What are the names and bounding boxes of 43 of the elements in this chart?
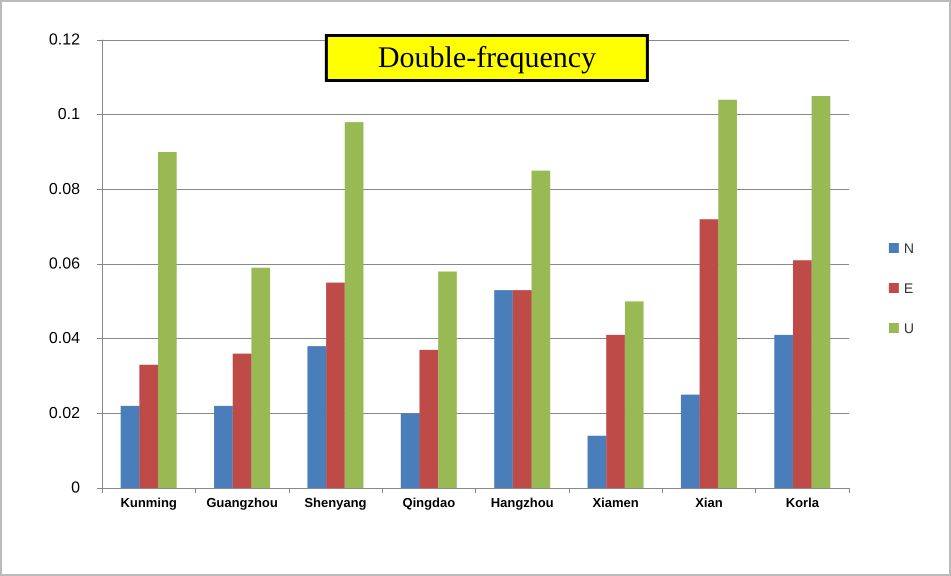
bar — [419, 350, 438, 488]
bar — [700, 219, 718, 488]
bar — [232, 354, 252, 488]
bar — [400, 413, 420, 488]
bar — [588, 436, 606, 488]
bar — [214, 406, 233, 488]
title-box: Double-frequency — [324, 34, 650, 82]
bar — [624, 301, 644, 488]
y-tick-label: 0.04 — [48, 330, 80, 348]
bar — [307, 346, 326, 488]
bar — [251, 268, 270, 488]
y-tick-label: 0 — [71, 480, 80, 496]
y-tick-label: 0.06 — [48, 256, 80, 272]
x-tick-label: Korla — [786, 495, 820, 510]
y-tick-label: 0.02 — [48, 404, 80, 422]
x-tick-label: Qingdao — [402, 495, 456, 510]
x-tick-label: Hangzhou — [490, 495, 554, 510]
bar — [512, 290, 532, 488]
bar — [494, 290, 513, 488]
y-tick-label: 0.12 — [48, 32, 80, 48]
bar — [139, 364, 158, 488]
y-tick-label: 0.1 — [58, 106, 80, 124]
x-tick-label: Shenyang — [304, 495, 367, 510]
bar — [812, 96, 830, 488]
bar — [344, 122, 364, 488]
legend-label: U — [904, 320, 914, 336]
y-tick-label: 0.08 — [48, 180, 80, 198]
bar — [158, 152, 177, 488]
bar — [680, 394, 700, 488]
x-tick-label: Xian — [695, 495, 723, 510]
bar — [774, 334, 793, 488]
bar — [718, 100, 737, 488]
bar — [326, 282, 345, 488]
x-tick-label: Kunming — [120, 495, 177, 510]
bar — [532, 170, 550, 488]
x-tick-label: Xiamen — [592, 495, 639, 510]
x-tick-label: Guangzhou — [206, 495, 278, 510]
legend-label: E — [904, 280, 914, 296]
bar — [792, 260, 812, 488]
legend-label: N — [904, 240, 914, 256]
bar — [606, 334, 625, 488]
bar — [438, 271, 457, 488]
bar — [120, 406, 140, 488]
